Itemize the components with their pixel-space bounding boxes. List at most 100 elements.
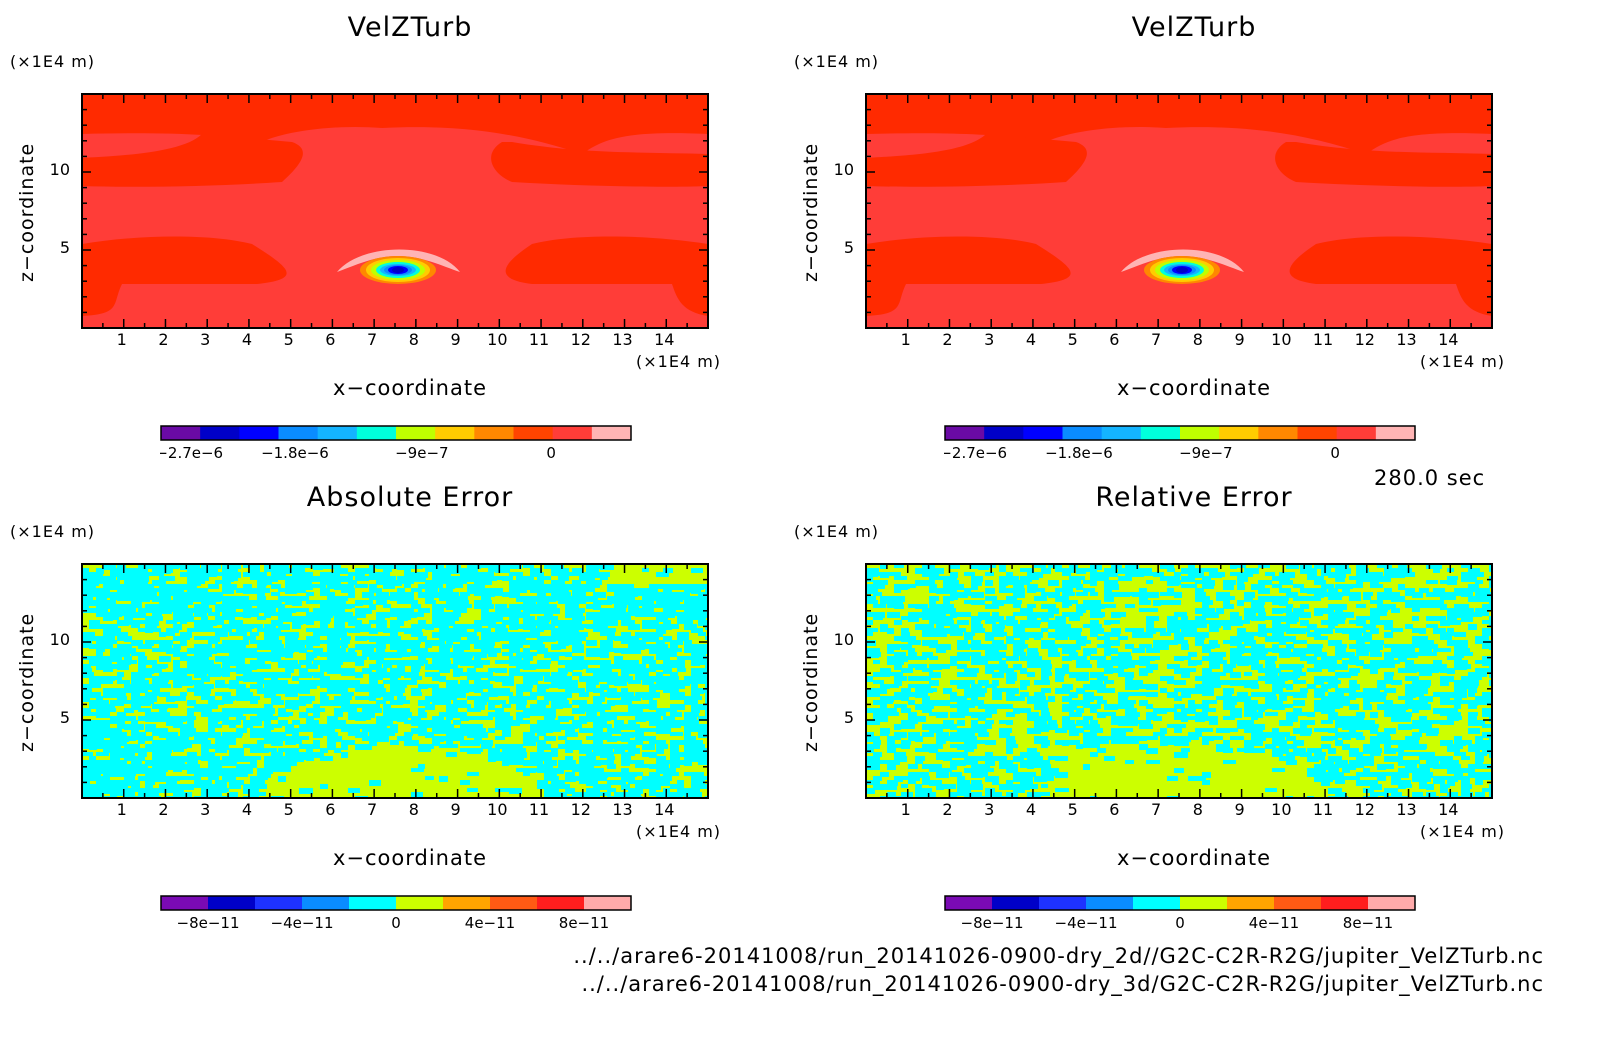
plot-area bbox=[80, 92, 732, 336]
x-tick-label: 4 bbox=[1025, 330, 1037, 349]
y-tick-label: 5 bbox=[843, 238, 854, 257]
anomaly-ring bbox=[337, 249, 460, 272]
chart-title: VelZTurb bbox=[347, 12, 473, 43]
colorbar-label: 0 bbox=[1330, 444, 1340, 462]
colorbar-label: 4e−11 bbox=[1249, 914, 1299, 932]
chart-title: Absolute Error bbox=[306, 482, 514, 513]
file-path-2d: ../../arare6-20141008/run_20141026-0900-… bbox=[573, 944, 1544, 968]
colorbar-swatch bbox=[1086, 896, 1134, 910]
x-unit-label: (×1E4 m) bbox=[1420, 352, 1506, 371]
colorbar-frame bbox=[160, 425, 632, 441]
colorbar-label: −1.8e−6 bbox=[261, 444, 329, 462]
colorbar-frame bbox=[944, 895, 1416, 911]
x-tick-label: 11 bbox=[528, 330, 550, 349]
field-region bbox=[82, 134, 303, 187]
x-tick-label: 2 bbox=[942, 800, 953, 819]
y-unit-label: (×1E4 m) bbox=[10, 52, 96, 71]
x-tick-label: 1 bbox=[900, 330, 911, 349]
colorbar-swatch bbox=[161, 426, 201, 440]
colorbar-frame bbox=[160, 895, 632, 911]
x-tick-label: 9 bbox=[450, 330, 461, 349]
panel-relative-error: Relative Error (×1E4 m) z−coordinate (×1… bbox=[784, 470, 1584, 950]
colorbar-swatch bbox=[945, 426, 985, 440]
x-axis-label: x−coordinate bbox=[332, 376, 488, 400]
field-region bbox=[866, 94, 1492, 154]
plot-area bbox=[80, 562, 732, 806]
colorbar-swatch bbox=[1101, 426, 1142, 440]
colorbar: −8e−11 −4e−11 0 4e−11 8e−11 bbox=[160, 895, 650, 935]
colorbar-swatch bbox=[1227, 896, 1275, 910]
colorbar-swatch bbox=[1039, 896, 1087, 910]
x-tick-label: 8 bbox=[1192, 800, 1203, 819]
field bbox=[866, 94, 1492, 328]
field-region bbox=[82, 94, 708, 154]
anomaly-contour bbox=[392, 267, 404, 273]
colorbar-label: −9e−7 bbox=[395, 444, 448, 462]
y-axis-label: z−coordinate bbox=[16, 612, 38, 752]
chart-title: VelZTurb bbox=[1131, 12, 1257, 43]
colorbar-swatch bbox=[396, 426, 436, 440]
x-tick-label: 4 bbox=[241, 800, 253, 819]
colorbar-swatch bbox=[239, 426, 279, 440]
x-tick-label: 14 bbox=[654, 800, 675, 819]
x-tick-label: 8 bbox=[408, 800, 419, 819]
colorbar-swatch bbox=[435, 426, 475, 440]
colorbar-label: 0 bbox=[391, 914, 401, 932]
x-tick-label: 14 bbox=[654, 330, 675, 349]
field-region bbox=[1275, 142, 1492, 187]
x-tick-label: 5 bbox=[283, 330, 294, 349]
x-tick-label: 2 bbox=[158, 800, 169, 819]
y-tick-label: 10 bbox=[833, 630, 854, 649]
x-unit-label: (×1E4 m) bbox=[636, 352, 722, 371]
chart-title: Relative Error bbox=[1095, 482, 1293, 513]
y-axis-label: z−coordinate bbox=[800, 612, 822, 752]
x-tick-label: 7 bbox=[367, 800, 378, 819]
field bbox=[82, 94, 708, 328]
x-axis-label: x−coordinate bbox=[1116, 846, 1272, 870]
colorbar-label: −4e−11 bbox=[271, 914, 334, 932]
x-tick-label: 10 bbox=[487, 800, 508, 819]
x-tick-label: 3 bbox=[200, 800, 211, 819]
y-axis-label: z−coordinate bbox=[16, 142, 38, 282]
anomaly-ring bbox=[1121, 249, 1244, 272]
colorbar-swatch bbox=[591, 426, 632, 440]
colorbar-swatch bbox=[1062, 426, 1103, 440]
colorbar-swatch bbox=[161, 896, 209, 910]
colorbar-swatch bbox=[317, 426, 358, 440]
x-tick-label: 4 bbox=[1025, 800, 1037, 819]
x-axis-label: x−coordinate bbox=[1116, 376, 1272, 400]
x-tick-label: 5 bbox=[283, 800, 294, 819]
error-noise bbox=[82, 564, 708, 798]
panel-velzturb-2d: VelZTurb (×1E4 m) z−coordinate (×1E4 m) … bbox=[0, 0, 800, 480]
colorbar-swatch bbox=[490, 896, 538, 910]
colorbar-label: −1.8e−6 bbox=[1045, 444, 1113, 462]
y-tick-label: 10 bbox=[833, 160, 854, 179]
colorbar-label: −2.7e−6 bbox=[944, 444, 1007, 462]
x-unit-label: (×1E4 m) bbox=[1420, 822, 1506, 841]
x-tick-label: 5 bbox=[1067, 800, 1078, 819]
colorbar-swatch bbox=[1219, 426, 1259, 440]
field-region bbox=[505, 236, 708, 316]
x-axis-label: x−coordinate bbox=[332, 846, 488, 870]
x-tick-label: 1 bbox=[116, 800, 127, 819]
x-tick-label: 3 bbox=[984, 800, 995, 819]
colorbar-swatch bbox=[278, 426, 319, 440]
colorbar-swatch bbox=[1375, 426, 1416, 440]
colorbar-swatch bbox=[396, 896, 444, 910]
x-tick-label: 6 bbox=[325, 800, 336, 819]
colorbar-swatch bbox=[356, 426, 397, 440]
field bbox=[82, 564, 708, 798]
x-tick-label: 12 bbox=[1354, 330, 1375, 349]
x-tick-label: 8 bbox=[1192, 330, 1203, 349]
colorbar-swatch bbox=[1274, 896, 1322, 910]
x-tick-label: 6 bbox=[1109, 330, 1120, 349]
colorbar-label: 0 bbox=[546, 444, 556, 462]
x-tick-label: 9 bbox=[450, 800, 461, 819]
colorbar-swatch bbox=[443, 896, 491, 910]
x-tick-label: 6 bbox=[325, 330, 336, 349]
x-tick-label: 11 bbox=[1312, 800, 1334, 819]
colorbar-swatch bbox=[1258, 426, 1298, 440]
colorbar-swatch bbox=[552, 426, 593, 440]
x-tick-label: 13 bbox=[1396, 330, 1417, 349]
x-tick-label: 1 bbox=[116, 330, 127, 349]
